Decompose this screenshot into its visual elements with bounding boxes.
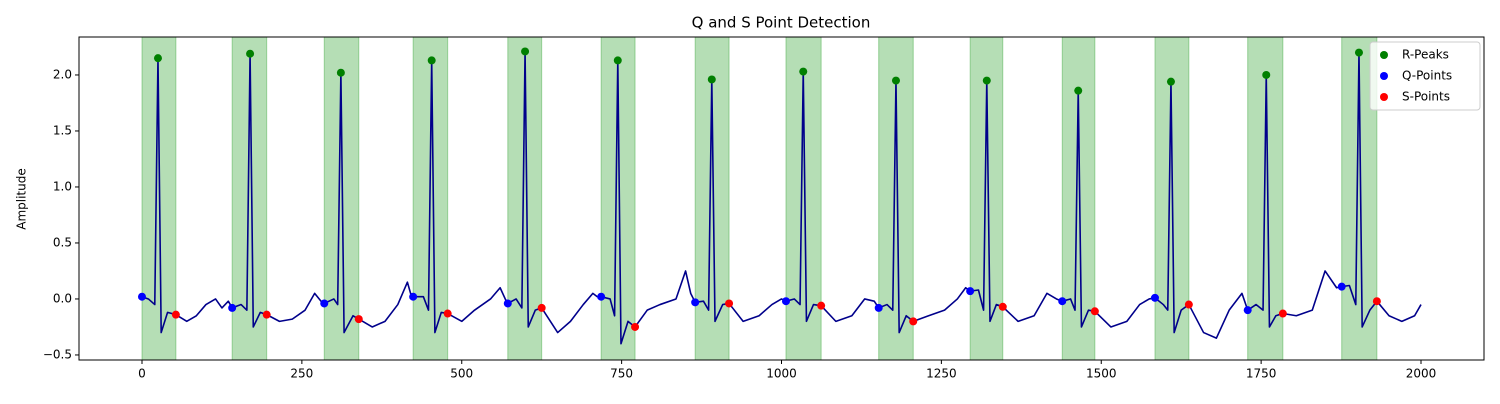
point (1278, 309, 1287, 318)
point (707, 75, 716, 84)
point (521, 47, 530, 56)
point (1372, 297, 1381, 306)
point (1090, 307, 1099, 316)
y-tick-label: 1.0 (53, 179, 72, 193)
legend-label: S-Points (1402, 90, 1450, 104)
x-tick-label: 500 (450, 367, 473, 381)
y-tick-label: −0.5 (43, 347, 72, 361)
point (1184, 300, 1193, 309)
plot-frame (78, 36, 1485, 361)
legend-marker (1380, 72, 1388, 80)
point (1074, 86, 1083, 95)
point (781, 297, 790, 306)
point (427, 56, 436, 65)
x-tick-label: 1750 (1246, 367, 1277, 381)
point (1058, 297, 1067, 306)
point (228, 303, 237, 312)
point (336, 68, 345, 77)
y-tick-label: 2.0 (53, 67, 72, 81)
chart-title: Q and S Point Detection (692, 14, 871, 32)
legend-label: Q-Points (1402, 69, 1452, 83)
point (320, 299, 329, 308)
point (631, 322, 640, 331)
qs-region (1061, 36, 1096, 361)
point (1243, 306, 1252, 315)
point (817, 301, 826, 310)
y-tick-label: 0.0 (53, 291, 72, 305)
point (409, 292, 418, 301)
point (799, 67, 808, 76)
point (503, 299, 512, 308)
x-tick-label: 250 (290, 367, 313, 381)
point (246, 49, 255, 58)
point (725, 299, 734, 308)
x-tick-label: 1500 (1086, 367, 1117, 381)
point (874, 303, 883, 312)
point (1166, 77, 1175, 86)
legend-box (1369, 41, 1481, 111)
x-tick-label: 1000 (766, 367, 797, 381)
point (1337, 282, 1346, 291)
point (153, 54, 162, 63)
x-tick-label: 2000 (1406, 367, 1437, 381)
point (891, 76, 900, 85)
point (443, 309, 452, 318)
point (537, 303, 546, 312)
point (966, 287, 975, 296)
y-tick-label: 0.5 (53, 235, 72, 249)
point (1262, 70, 1271, 79)
y-axis-label: Amplitude (15, 168, 29, 230)
point (1150, 293, 1159, 302)
point (262, 310, 271, 319)
point (909, 317, 918, 326)
x-tick-label: 1250 (926, 367, 957, 381)
point (597, 292, 606, 301)
signal-line (141, 50, 1422, 345)
legend-marker (1380, 93, 1388, 101)
point (354, 315, 363, 324)
point (137, 292, 146, 301)
x-tick-label: 750 (610, 367, 633, 381)
legend-marker (1380, 51, 1388, 59)
y-tick-label: 1.5 (53, 123, 72, 137)
point (982, 76, 991, 85)
point (998, 302, 1007, 311)
point (1354, 48, 1363, 57)
point (171, 310, 180, 319)
x-tick-label: 0 (138, 367, 146, 381)
legend-label: R-Peaks (1402, 48, 1449, 62)
point (691, 298, 700, 307)
point (613, 56, 622, 65)
